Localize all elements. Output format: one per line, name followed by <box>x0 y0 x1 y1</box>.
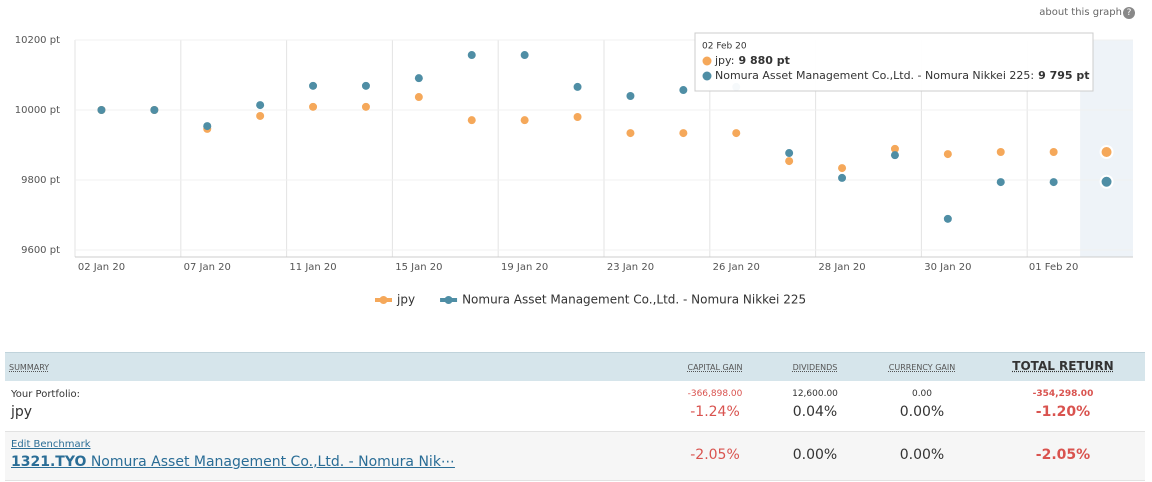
tooltip-item: Nomura Asset Management Co.,Ltd. - Nomur… <box>715 69 1090 82</box>
point <box>890 151 899 160</box>
x-tick-label: 19 Jan 20 <box>501 262 548 273</box>
about-link[interactable]: about this graph <box>1039 7 1122 18</box>
point <box>838 164 847 173</box>
capital-gain-pct: -1.24% <box>690 404 740 420</box>
point <box>97 106 106 114</box>
legend-label: Nomura Asset Management Co.,Ltd. - Nomur… <box>462 293 806 307</box>
point <box>679 86 688 95</box>
chart: 9600 pt 9800 pt 10000 pt 10200 pt 02 Jan 20 0… <box>15 32 1133 307</box>
x-tick-label: 23 Jan 20 <box>607 262 654 273</box>
benchmark-ticker: 1321.TYO <box>11 454 87 470</box>
dividends: 12,600.00 <box>792 389 838 399</box>
benchmark-name: Nomura Asset Management Co.,Ltd. - Nomur… <box>90 454 455 470</box>
point <box>996 178 1005 187</box>
y-tick-label: 9800 pt <box>21 175 60 186</box>
point <box>256 101 265 110</box>
point <box>890 144 899 153</box>
point <box>361 102 370 111</box>
point <box>943 214 952 223</box>
bench-total-pct: -2.05% <box>1035 447 1091 463</box>
point <box>309 81 318 90</box>
point <box>256 111 265 120</box>
header-capital-gain: CAPITAL GAIN <box>687 363 743 372</box>
series <box>97 93 1114 173</box>
point <box>520 51 529 60</box>
total: -354,298.00 <box>1032 389 1094 399</box>
y-tick-label: 10000 pt <box>15 105 60 116</box>
point <box>838 173 847 182</box>
bench-capital-gain-pct: -2.05% <box>690 447 740 463</box>
edit-benchmark-link[interactable]: Edit Benchmark <box>11 439 91 450</box>
bench-dividends-pct: 0.00% <box>792 447 838 463</box>
x-tick-label: 11 Jan 20 <box>289 262 336 273</box>
point <box>679 129 688 138</box>
summary-table: SUMMARY CAPITAL GAIN DIVIDENDS CURRENCY … <box>5 352 1145 481</box>
point <box>520 116 529 125</box>
header-summary: SUMMARY <box>9 363 50 372</box>
tooltip-dot <box>702 56 712 66</box>
point <box>467 116 476 125</box>
y-tick-label: 9600 pt <box>21 245 60 256</box>
total-pct: -1.20% <box>1035 404 1091 420</box>
x-tick-label: 28 Jan 20 <box>818 262 865 273</box>
tooltip-label: Nomura Asset Management Co.,Ltd. - Nomur… <box>715 69 1034 82</box>
currency-gain-pct: 0.00% <box>899 404 945 420</box>
benchmark-link[interactable]: 1321.TYO Nomura Asset Management Co.,Ltd… <box>11 454 455 470</box>
help-icon[interactable]: ? <box>1123 7 1135 19</box>
point <box>943 150 952 159</box>
point <box>626 129 635 138</box>
tooltip: 02 Feb 20 jpy: 9 880 pt Nomura Asset Manage… <box>694 32 1094 92</box>
legend-dot <box>444 296 453 304</box>
point <box>1049 178 1058 187</box>
tooltip-dot <box>702 71 712 81</box>
header-dividends: DIVIDENDS <box>792 363 838 372</box>
capital-gain: -366,898.00 <box>687 389 743 399</box>
point <box>626 92 635 100</box>
point <box>996 148 1005 156</box>
x-tick-label: 15 Jan 20 <box>395 262 442 273</box>
legend-dot <box>379 296 388 304</box>
point <box>309 102 318 111</box>
x-tick-label: 07 Jan 20 <box>184 262 231 273</box>
point <box>203 122 212 131</box>
point <box>785 149 794 158</box>
dividends-pct: 0.04% <box>792 404 838 420</box>
x-tick-label: 02 Jan 20 <box>78 262 125 273</box>
header-currency-gain: CURRENCY GAIN <box>888 363 956 372</box>
table-header: SUMMARY CAPITAL GAIN DIVIDENDS CURRENCY … <box>5 352 1145 381</box>
currency-gain: 0.00 <box>911 389 933 399</box>
point <box>573 113 582 121</box>
point <box>785 157 794 166</box>
portfolio-label: Your Portfolio: <box>11 389 81 400</box>
point <box>732 129 741 138</box>
point <box>573 82 582 91</box>
tooltip-value: 9 880 pt <box>738 54 789 67</box>
x-tick-label: 26 Jan 20 <box>713 262 760 273</box>
point <box>1099 174 1114 189</box>
tooltip-date: 02 Feb 20 <box>702 42 747 52</box>
series <box>97 51 1114 223</box>
point <box>1099 145 1114 159</box>
point <box>467 51 476 60</box>
point <box>414 93 423 102</box>
header-total-return: TOTAL RETURN <box>1012 359 1114 373</box>
point <box>150 106 159 114</box>
benchmark-row: Edit Benchmark 1321.TYO Nomura Asset Man… <box>5 432 1145 481</box>
tooltip-label: jpy: <box>714 54 734 67</box>
x-tick-label: 30 Jan 20 <box>924 262 971 273</box>
point <box>1049 148 1058 156</box>
legend-label: jpy <box>396 293 415 307</box>
portfolio-name: jpy <box>11 404 33 420</box>
point <box>361 81 370 90</box>
tooltip-item: jpy: 9 880 pt <box>714 54 790 67</box>
y-tick-label: 10200 pt <box>15 35 60 46</box>
portfolio-row: Your Portfolio: jpy -366,898.00 -1.24% 1… <box>5 381 1145 432</box>
point <box>414 74 423 83</box>
tooltip-box <box>694 32 1094 92</box>
bench-currency-gain-pct: 0.00% <box>899 447 945 463</box>
tooltip-value: 9 795 pt <box>1038 69 1089 82</box>
x-tick-label: 01 Feb 20 <box>1029 262 1079 273</box>
